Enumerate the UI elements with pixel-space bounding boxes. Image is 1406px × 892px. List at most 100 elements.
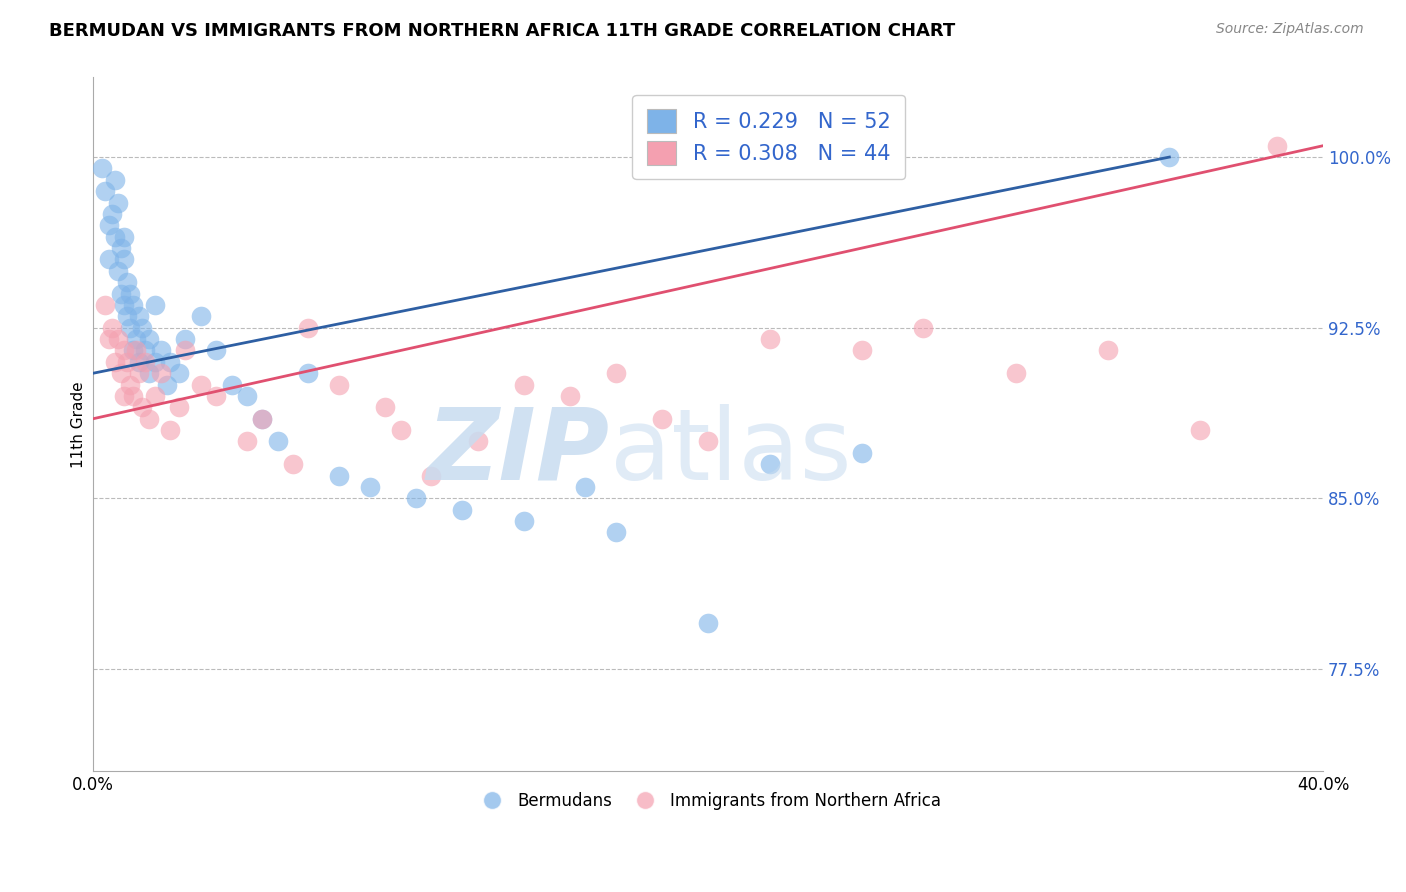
Point: [697, 434, 720, 449]
Point: [574, 480, 596, 494]
Point: [1004, 366, 1026, 380]
Point: [104, 173, 127, 187]
Point: [91, 161, 114, 176]
Point: [174, 332, 197, 346]
Point: [112, 229, 135, 244]
Text: Source: ZipAtlas.com: Source: ZipAtlas.com: [1216, 22, 1364, 37]
Point: [110, 286, 132, 301]
Point: [420, 468, 443, 483]
Point: [138, 366, 160, 380]
Point: [328, 377, 350, 392]
Point: [512, 377, 534, 392]
Point: [758, 332, 780, 346]
Text: atlas: atlas: [610, 404, 852, 500]
Point: [143, 298, 166, 312]
Point: [1265, 138, 1288, 153]
Point: [159, 423, 181, 437]
Point: [100, 320, 122, 334]
Point: [236, 434, 259, 449]
Point: [122, 389, 145, 403]
Point: [128, 310, 150, 324]
Point: [110, 241, 132, 255]
Point: [851, 446, 873, 460]
Point: [374, 401, 396, 415]
Point: [110, 366, 132, 380]
Point: [107, 332, 129, 346]
Point: [120, 286, 142, 301]
Point: [190, 377, 212, 392]
Point: [297, 366, 319, 380]
Point: [138, 411, 160, 425]
Point: [159, 355, 181, 369]
Text: ZIP: ZIP: [427, 404, 610, 500]
Point: [281, 457, 304, 471]
Point: [149, 366, 172, 380]
Point: [122, 343, 145, 358]
Point: [112, 343, 135, 358]
Point: [120, 320, 142, 334]
Point: [605, 525, 627, 540]
Point: [149, 343, 172, 358]
Point: [112, 298, 135, 312]
Point: [851, 343, 873, 358]
Point: [758, 457, 780, 471]
Point: [697, 616, 720, 631]
Point: [512, 514, 534, 528]
Point: [94, 298, 117, 312]
Point: [112, 389, 135, 403]
Point: [128, 355, 150, 369]
Point: [221, 377, 243, 392]
Point: [115, 355, 138, 369]
Point: [389, 423, 412, 437]
Point: [651, 411, 673, 425]
Point: [297, 320, 319, 334]
Point: [104, 355, 127, 369]
Point: [252, 411, 274, 425]
Point: [156, 377, 179, 392]
Point: [97, 332, 120, 346]
Point: [205, 343, 228, 358]
Text: BERMUDAN VS IMMIGRANTS FROM NORTHERN AFRICA 11TH GRADE CORRELATION CHART: BERMUDAN VS IMMIGRANTS FROM NORTHERN AFR…: [49, 22, 956, 40]
Point: [112, 252, 135, 267]
Point: [912, 320, 935, 334]
Point: [120, 377, 142, 392]
Point: [236, 389, 259, 403]
Point: [138, 332, 160, 346]
Point: [131, 320, 153, 334]
Y-axis label: 11th Grade: 11th Grade: [72, 381, 86, 467]
Point: [107, 264, 129, 278]
Point: [405, 491, 427, 506]
Point: [131, 401, 153, 415]
Point: [169, 401, 191, 415]
Point: [359, 480, 381, 494]
Legend: Bermudans, Immigrants from Northern Africa: Bermudans, Immigrants from Northern Afri…: [470, 787, 946, 815]
Point: [115, 310, 138, 324]
Point: [104, 229, 127, 244]
Point: [1097, 343, 1119, 358]
Point: [451, 502, 474, 516]
Point: [266, 434, 288, 449]
Point: [134, 343, 156, 358]
Point: [97, 252, 120, 267]
Point: [143, 389, 166, 403]
Point: [1159, 150, 1181, 164]
Point: [190, 310, 212, 324]
Point: [94, 184, 117, 198]
Point: [1189, 423, 1212, 437]
Point: [107, 195, 129, 210]
Point: [174, 343, 197, 358]
Point: [467, 434, 489, 449]
Point: [134, 355, 156, 369]
Point: [100, 207, 122, 221]
Point: [605, 366, 627, 380]
Point: [125, 332, 148, 346]
Point: [252, 411, 274, 425]
Point: [97, 219, 120, 233]
Point: [205, 389, 228, 403]
Point: [115, 275, 138, 289]
Point: [128, 366, 150, 380]
Point: [169, 366, 191, 380]
Point: [328, 468, 350, 483]
Point: [125, 343, 148, 358]
Point: [143, 355, 166, 369]
